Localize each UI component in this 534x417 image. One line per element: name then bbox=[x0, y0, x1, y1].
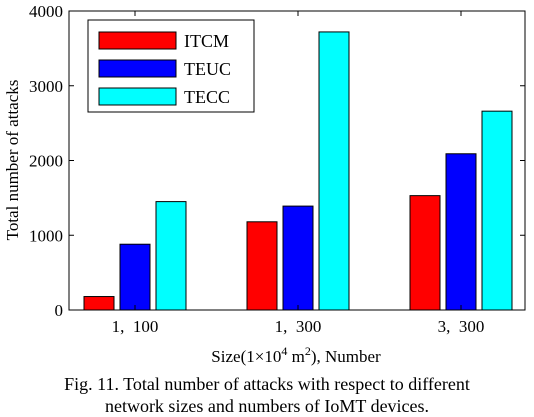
legend-swatch-itcm bbox=[98, 31, 177, 50]
bar-teuc-2 bbox=[282, 205, 314, 311]
x-tick-label: 3, 300 bbox=[438, 317, 485, 336]
y-ticks-group: 0 1000 2000 3000 4000 bbox=[29, 2, 525, 320]
bar-tecc-2 bbox=[318, 31, 350, 311]
bars-group bbox=[83, 31, 513, 311]
y-tick-label: 2000 bbox=[29, 152, 63, 171]
bar-tecc-3 bbox=[481, 110, 513, 311]
legend-label-itcm: ITCM bbox=[184, 31, 229, 51]
figure-caption-line-2: network sizes and numbers of IoMT device… bbox=[104, 396, 430, 416]
y-axis-label: Total number of attacks bbox=[3, 80, 22, 241]
bar-tecc-1 bbox=[155, 201, 187, 311]
legend-label-tecc: TECC bbox=[184, 87, 230, 107]
bar-chart: 0 1000 2000 3000 4000 1, 100 1, 300 3, 300 Tot… bbox=[3, 2, 526, 366]
legend-swatch-tecc bbox=[98, 87, 177, 106]
y-tick-label: 4000 bbox=[29, 2, 63, 21]
y-tick-label: 1000 bbox=[29, 226, 63, 245]
bar-teuc-1 bbox=[119, 243, 151, 311]
bar-itcm-1 bbox=[83, 296, 115, 311]
x-tick-label: 1, 300 bbox=[275, 317, 322, 336]
x-tick-label: 1, 100 bbox=[112, 317, 159, 336]
bar-itcm-3 bbox=[409, 195, 441, 311]
x-axis-label: Size(1×104 m2), Number bbox=[211, 344, 381, 366]
y-tick-label: 0 bbox=[55, 301, 64, 320]
y-tick-label: 3000 bbox=[29, 77, 63, 96]
legend-label-teuc: TEUC bbox=[184, 59, 231, 79]
x-ticks-group: 1, 100 1, 300 3, 300 bbox=[112, 11, 485, 336]
bar-itcm-2 bbox=[246, 221, 278, 311]
figure-caption-line-1: Fig. 11. Total number of attacks with re… bbox=[64, 374, 470, 394]
bar-teuc-3 bbox=[445, 153, 477, 311]
legend: ITCM TEUC TECC bbox=[87, 19, 255, 113]
legend-swatch-teuc bbox=[98, 59, 177, 78]
